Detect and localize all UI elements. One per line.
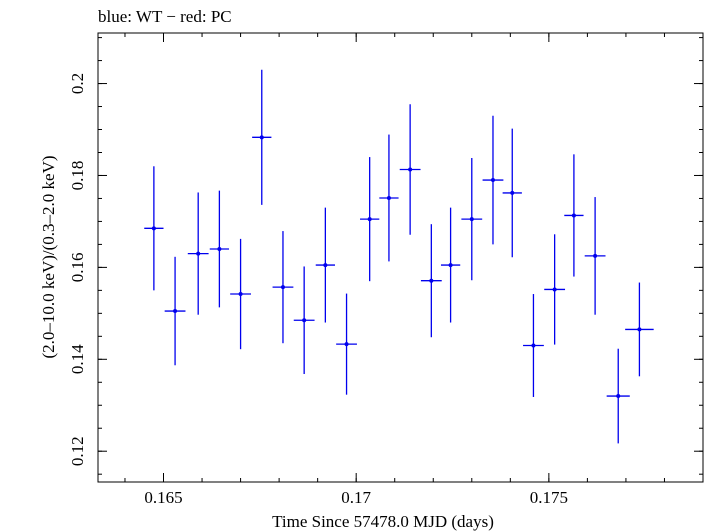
point-marker bbox=[593, 253, 598, 258]
point-marker bbox=[280, 285, 285, 290]
data-point bbox=[144, 166, 164, 291]
point-marker bbox=[238, 292, 243, 297]
data-point bbox=[523, 294, 544, 397]
point-marker bbox=[469, 217, 474, 222]
data-point bbox=[606, 348, 630, 444]
point-marker bbox=[571, 213, 576, 218]
axes: 0.165 0.17 0.175 0.12 0.14 0.16 0.18 0.2 bbox=[68, 33, 703, 507]
data-point bbox=[564, 154, 584, 277]
data-point bbox=[293, 266, 315, 375]
x-tick-label: 0.17 bbox=[341, 488, 371, 507]
data-point bbox=[209, 190, 230, 308]
data-point bbox=[336, 293, 357, 395]
point-marker bbox=[344, 342, 349, 347]
data-point bbox=[272, 231, 294, 344]
point-marker bbox=[490, 178, 495, 183]
data-point bbox=[187, 192, 209, 315]
point-marker bbox=[386, 195, 391, 200]
y-tick-label: 0.14 bbox=[68, 344, 87, 374]
point-marker bbox=[302, 318, 307, 323]
x-axis-label: Time Since 57478.0 MJD (days) bbox=[272, 512, 494, 531]
point-marker bbox=[531, 343, 536, 348]
point-marker bbox=[616, 394, 621, 399]
data-point bbox=[502, 128, 522, 258]
point-marker bbox=[259, 135, 264, 140]
data-points bbox=[144, 69, 654, 444]
data-point bbox=[252, 69, 272, 205]
point-marker bbox=[217, 246, 222, 251]
point-marker bbox=[173, 309, 178, 314]
data-point bbox=[164, 256, 186, 366]
x-tick-label: 0.175 bbox=[530, 488, 568, 507]
data-point bbox=[584, 197, 606, 315]
y-tick-label: 0.12 bbox=[68, 436, 87, 466]
point-marker bbox=[408, 167, 413, 172]
data-point bbox=[399, 104, 421, 235]
point-marker bbox=[637, 327, 642, 332]
data-point bbox=[440, 207, 461, 323]
y-tick-label: 0.18 bbox=[68, 161, 87, 191]
y-axis-label: (2.0–10.0 keV)/(0.3–2.0 keV) bbox=[39, 155, 58, 358]
data-point bbox=[360, 157, 380, 282]
data-point bbox=[482, 115, 504, 245]
data-point bbox=[461, 158, 483, 281]
point-marker bbox=[448, 263, 453, 268]
point-marker bbox=[510, 190, 515, 195]
point-marker bbox=[552, 287, 557, 292]
data-point bbox=[230, 238, 251, 350]
point-marker bbox=[196, 251, 201, 256]
plot-frame bbox=[97, 32, 704, 483]
y-tick-label: 0.2 bbox=[68, 73, 87, 94]
point-marker bbox=[323, 263, 328, 268]
data-point bbox=[315, 207, 335, 323]
data-point bbox=[420, 224, 442, 338]
chart-header: blue: WT − red: PC bbox=[98, 7, 232, 26]
data-point bbox=[379, 134, 399, 262]
x-tick-label: 0.165 bbox=[144, 488, 182, 507]
data-point bbox=[625, 282, 654, 377]
point-marker bbox=[429, 278, 434, 283]
data-point bbox=[544, 234, 566, 345]
y-tick-label: 0.16 bbox=[68, 253, 87, 283]
point-marker bbox=[151, 226, 156, 231]
point-marker bbox=[367, 217, 372, 222]
